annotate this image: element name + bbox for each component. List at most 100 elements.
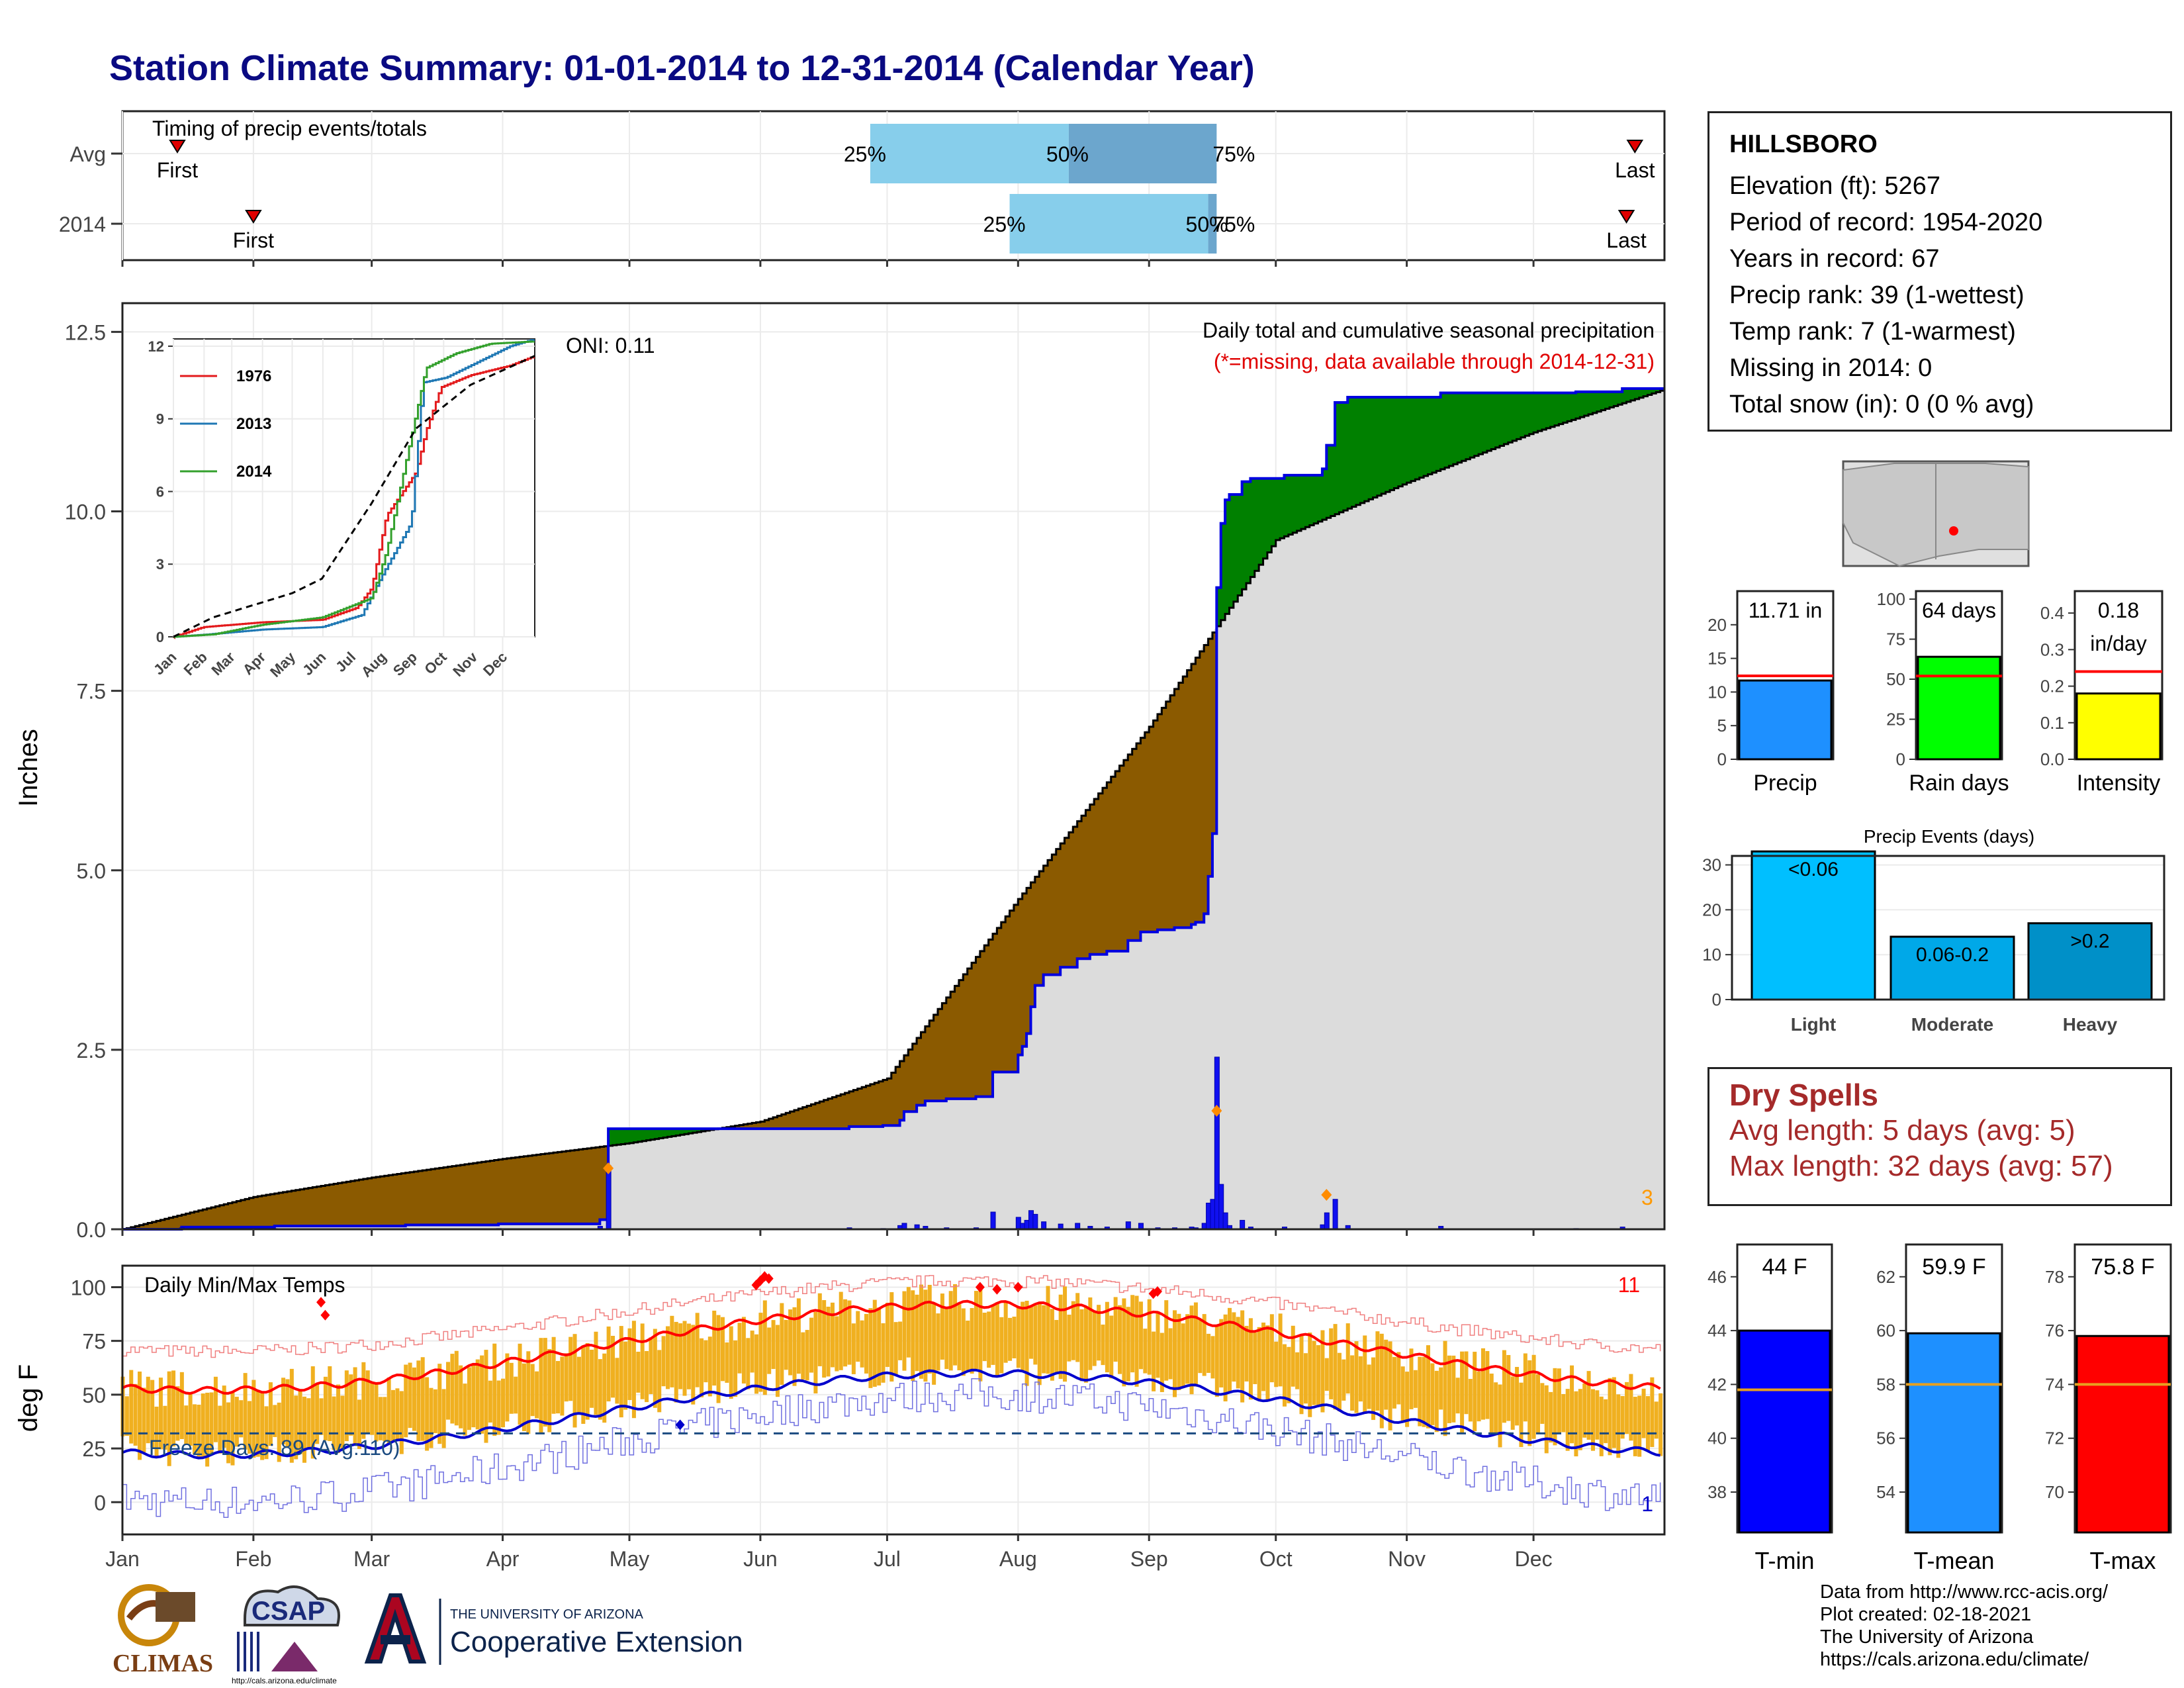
- daily-temp-bar: [488, 1380, 492, 1423]
- daily-temp-bar: [1468, 1379, 1473, 1422]
- daily-temp-bar: [572, 1334, 577, 1428]
- daily-temp-bar: [966, 1321, 970, 1371]
- daily-temp-bar: [707, 1336, 712, 1397]
- daily-temp-bar: [995, 1302, 999, 1376]
- temp-summary-tick-label: 46: [1707, 1267, 1727, 1287]
- daily-temp-bar: [775, 1325, 780, 1397]
- daily-temp-bar: [530, 1364, 535, 1417]
- oni-label: ONI: 0.11: [566, 334, 655, 357]
- daily-temp-bar: [205, 1392, 210, 1467]
- daily-temp-bar: [830, 1302, 835, 1368]
- daily-temp-bar: [514, 1376, 518, 1414]
- daily-temp-bar: [1345, 1323, 1350, 1394]
- daily-temp-bar: [1625, 1382, 1629, 1434]
- month-label: Nov: [1388, 1547, 1426, 1571]
- temp-summary-tick-label: 60: [1876, 1321, 1895, 1340]
- summary-value-bar: [2075, 692, 2161, 761]
- timing-p75-label: 75%: [1212, 212, 1255, 236]
- daily-temp-bar: [906, 1287, 911, 1358]
- daily-temp-bar: [923, 1289, 928, 1382]
- summary-value-bar: [1917, 655, 2001, 761]
- daily-temp-bar: [480, 1355, 484, 1434]
- daily-temp-bar: [1599, 1396, 1604, 1456]
- temp-summary-tick-label: 58: [1876, 1374, 1895, 1394]
- daily-temp-bar: [1481, 1348, 1486, 1420]
- daily-temp-bar: [1282, 1344, 1287, 1407]
- daily-temp-bar: [1418, 1356, 1422, 1427]
- daily-temp-bar: [860, 1320, 864, 1368]
- daily-temp-bar: [1629, 1374, 1633, 1441]
- daily-temp-bar: [1198, 1319, 1203, 1374]
- temp-summary-axis-label: T-min: [1755, 1547, 1815, 1574]
- below-average-area: [126, 632, 1217, 1229]
- record-marker: [1321, 1188, 1332, 1201]
- daily-temp-bar: [1024, 1301, 1029, 1386]
- daily-temp-bar: [281, 1378, 286, 1445]
- average-min-line: [122, 1368, 1661, 1460]
- daily-temp-bar: [758, 1313, 763, 1392]
- daily-temp-bar: [1291, 1325, 1295, 1387]
- timing-box-upper: [1208, 194, 1217, 254]
- summary-tick-label: 5: [1717, 716, 1727, 735]
- daily-temp-bar: [175, 1386, 180, 1441]
- daily-temp-bar: [560, 1356, 565, 1416]
- daily-temp-bar: [1531, 1354, 1536, 1439]
- daily-temp-bar: [826, 1306, 831, 1377]
- daily-temp-bar: [429, 1387, 433, 1448]
- dry-spells-box: Dry Spells Avg length: 5 days (avg: 5) M…: [1707, 1067, 2172, 1206]
- daily-temp-bar: [209, 1392, 214, 1455]
- daily-temp-bar: [936, 1313, 940, 1371]
- daily-temp-bar: [1367, 1364, 1371, 1409]
- daily-temp-bar: [678, 1323, 683, 1389]
- daily-temp-bar: [1650, 1377, 1655, 1447]
- summary-tick-label: 0.4: [2040, 603, 2064, 623]
- daily-temp-bar: [551, 1336, 556, 1414]
- daily-temp-bar: [1287, 1346, 1291, 1403]
- daily-temp-bar: [902, 1291, 907, 1371]
- credit-data-source: Data from http://www.rcc-acis.org/: [1820, 1581, 2109, 1603]
- daily-temp-bar: [953, 1284, 958, 1366]
- temp-title: Daily Min/Max Temps: [144, 1273, 345, 1297]
- timing-row-label: Avg: [69, 142, 106, 166]
- daily-temp-bar: [539, 1338, 543, 1434]
- summary-tick-label: 25: [1886, 710, 1905, 729]
- daily-temp-bar: [1295, 1352, 1300, 1389]
- daily-temp-bar: [391, 1389, 396, 1441]
- inset-series-line-1976: [173, 356, 535, 639]
- temp-summary-tick-label: 42: [1707, 1374, 1727, 1394]
- daily-temp-bar: [1008, 1317, 1013, 1361]
- daily-temp-bar: [1620, 1395, 1625, 1439]
- daily-temp-bar: [1122, 1298, 1126, 1387]
- inset-tick-label: 6: [156, 483, 164, 500]
- month-label: Mar: [353, 1547, 390, 1571]
- daily-temp-bar: [289, 1368, 294, 1463]
- daily-temp-bar: [1173, 1310, 1177, 1397]
- daily-temp-bar: [805, 1330, 809, 1381]
- daily-temp-bar: [746, 1338, 751, 1389]
- daily-temp-bar: [957, 1304, 962, 1371]
- daily-temp-bar: [556, 1361, 561, 1414]
- daily-temp-bar: [1265, 1325, 1270, 1402]
- daily-temp-bar: [1113, 1297, 1118, 1362]
- inset-series-line-2014: [173, 340, 535, 638]
- daily-temp-bar: [1299, 1335, 1304, 1415]
- precip-record-count: 3: [1641, 1186, 1653, 1209]
- timing-p25-label: 25%: [844, 142, 886, 166]
- timing-p50-label: 50%: [1186, 212, 1228, 236]
- daily-temp-bar: [1028, 1305, 1033, 1359]
- daily-temp-bar: [1257, 1327, 1261, 1401]
- daily-temp-bar: [1003, 1303, 1008, 1363]
- temp-summary-value-bar: [1907, 1332, 2001, 1534]
- inset-tick-label: 0: [156, 629, 164, 645]
- daily-temp-bar: [298, 1390, 302, 1454]
- daily-temp-bar: [1363, 1335, 1367, 1414]
- timing-marker: [245, 210, 262, 224]
- daily-temp-bar: [1426, 1345, 1431, 1429]
- month-label: May: [610, 1547, 649, 1571]
- daily-temp-bar: [1278, 1313, 1283, 1387]
- daily-temp-bar: [218, 1405, 222, 1454]
- credit-url: https://cals.arizona.edu/climate/: [1820, 1649, 2089, 1670]
- temp-summary-t-mean: 54 56 58 60 62 59.9 F T-mean: [1876, 1243, 2003, 1574]
- daily-temp-bar: [1333, 1324, 1338, 1410]
